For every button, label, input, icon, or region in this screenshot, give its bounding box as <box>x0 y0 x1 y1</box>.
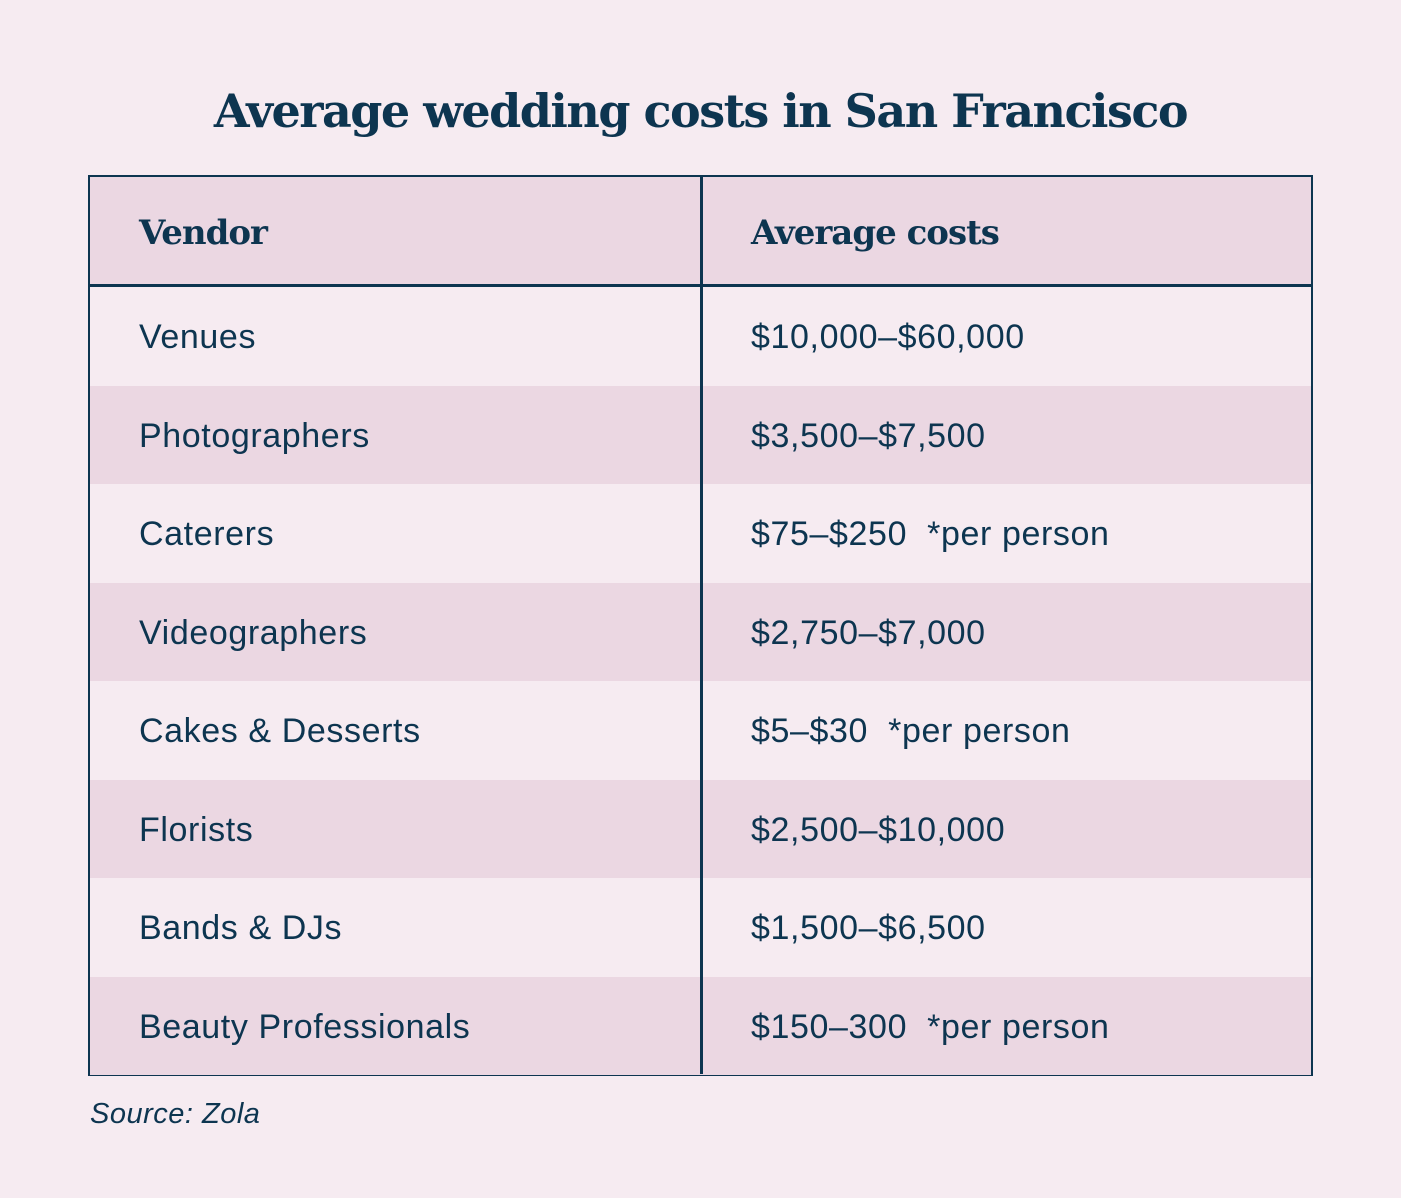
header-average-costs: Average costs <box>751 213 1000 253</box>
cost-cell: $150–300 *per person <box>751 1007 1110 1046</box>
page-title: Average wedding costs in San Francisco <box>213 84 1189 138</box>
vendor-cell: Bands & DJs <box>139 909 343 947</box>
vendor-cell: Venues <box>139 318 257 356</box>
cost-cell: $10,000–$60,000 <box>751 318 1025 356</box>
cost-cell: $2,750–$7,000 <box>751 613 986 652</box>
cost-cell: $2,500–$10,000 <box>751 810 1006 849</box>
cost-cell: $3,500–$7,500 <box>751 416 986 455</box>
source-note: Source: Zola <box>90 1098 261 1130</box>
table-row: Caterers $75–$250 *per person <box>90 484 1311 583</box>
vendor-cell: Beauty Professionals <box>139 1007 471 1046</box>
table-row: Bands & DJs $1,500–$6,500 <box>90 878 1311 977</box>
column-divider <box>700 177 703 1074</box>
vendor-cell: Cakes & Desserts <box>139 712 421 750</box>
header-vendor: Vendor <box>139 213 268 253</box>
vendor-cell: Caterers <box>139 515 275 553</box>
vendor-cell: Florists <box>139 810 254 849</box>
cost-cell: $75–$250 *per person <box>751 515 1110 553</box>
cost-cell: $5–$30 *per person <box>751 712 1071 750</box>
cost-table: Vendor Average costs Venues $10,000–$60,… <box>88 175 1313 1076</box>
table-row: Venues $10,000–$60,000 <box>90 287 1311 386</box>
vendor-cell: Photographers <box>139 416 370 455</box>
vendor-cell: Videographers <box>139 613 368 652</box>
table-row: Cakes & Desserts $5–$30 *per person <box>90 681 1311 780</box>
cost-cell: $1,500–$6,500 <box>751 909 986 947</box>
